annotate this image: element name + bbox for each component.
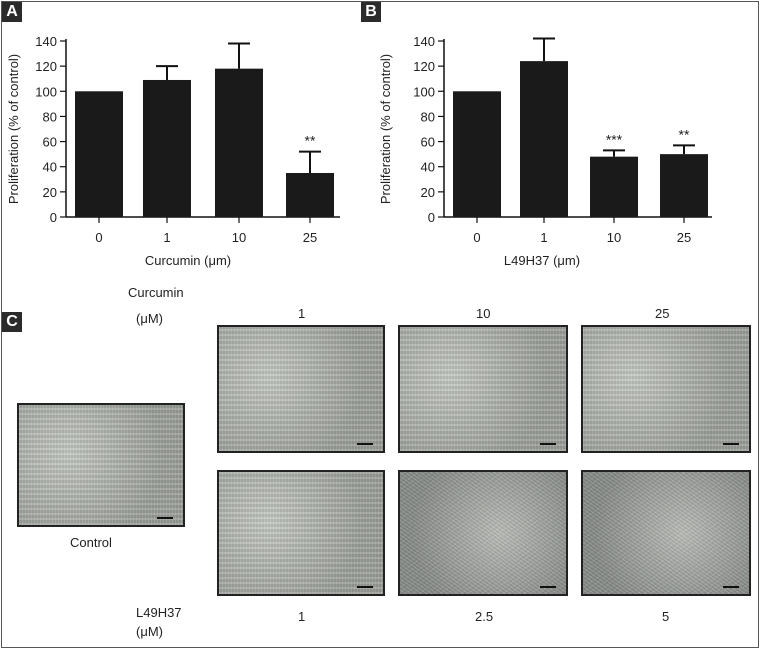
- bar: [453, 91, 501, 217]
- curcumin-25-micrograph: [581, 325, 751, 453]
- bar: [143, 79, 191, 217]
- l49h37-5-micrograph: [581, 470, 751, 596]
- y-tick-label: 60: [421, 135, 435, 150]
- x-axis-label: L49H37 (μm): [504, 253, 580, 268]
- chart-a: 0 20 40 60 80 100 120 140 0 1 10 25 ** Proliferation …: [6, 34, 340, 268]
- y-tick-label: 60: [43, 135, 57, 150]
- curcumin-10-micrograph: [398, 325, 568, 453]
- curcumin-dose-10: 10: [476, 306, 491, 321]
- y-tick-label: 80: [43, 109, 57, 124]
- bar: [520, 61, 568, 217]
- significance-mark: **: [679, 126, 690, 142]
- y-tick-label: 40: [43, 160, 57, 175]
- bar: [660, 154, 708, 217]
- scale-bar: [357, 586, 373, 588]
- x-tick-label: 10: [607, 230, 621, 245]
- y-tick-label: 40: [421, 160, 435, 175]
- bar: [75, 91, 123, 217]
- y-axis-label: Proliferation (% of control): [6, 54, 21, 204]
- curcumin-dose-1: 1: [298, 306, 306, 321]
- scale-bar: [723, 443, 739, 445]
- l49h37-2-5-micrograph: [398, 470, 568, 596]
- l49h37-row-unit: (μM): [136, 624, 163, 639]
- scale-bar: [540, 443, 556, 445]
- panel-c-letter: C: [2, 312, 22, 332]
- l49h37-dose-5: 5: [662, 609, 670, 624]
- scale-bar: [157, 517, 173, 519]
- bar: [286, 173, 334, 217]
- y-tick-label: 0: [50, 210, 57, 225]
- y-tick-label: 140: [413, 34, 435, 49]
- y-axis-label: Proliferation (% of control): [378, 54, 393, 204]
- control-micrograph: [17, 403, 185, 527]
- l49h37-dose-1: 1: [298, 609, 306, 624]
- x-tick-label: 1: [163, 230, 170, 245]
- x-axis-label: Curcumin (μm): [145, 253, 231, 268]
- y-tick-label: 80: [421, 109, 435, 124]
- curcumin-row-label: Curcumin: [128, 285, 184, 300]
- x-tick-label: 1: [540, 230, 547, 245]
- y-tick-label: 100: [413, 84, 435, 99]
- control-label: Control: [70, 535, 112, 550]
- chart-b: 0 20 40 60 80 100 120 140 0 1 10 *** 25 ** Proliferati…: [378, 34, 712, 268]
- significance-mark: ***: [606, 131, 623, 147]
- bar: [590, 156, 638, 217]
- y-tick-label: 140: [35, 34, 57, 49]
- l49h37-1-micrograph: [217, 470, 385, 596]
- y-tick-label: 20: [421, 185, 435, 200]
- curcumin-1-micrograph: [217, 325, 385, 453]
- bar: [215, 68, 263, 218]
- l49h37-row-label: L49H37: [136, 605, 182, 620]
- x-tick-label: 10: [232, 230, 246, 245]
- y-tick-label: 0: [428, 210, 435, 225]
- curcumin-row-unit: (μM): [136, 311, 163, 326]
- y-tick-label: 100: [35, 84, 57, 99]
- panel-b-letter: B: [361, 2, 381, 22]
- x-tick-label: 0: [95, 230, 102, 245]
- x-tick-label: 0: [473, 230, 480, 245]
- x-tick-label: 25: [303, 230, 317, 245]
- scale-bar: [357, 443, 373, 445]
- scale-bar: [723, 586, 739, 588]
- x-tick-label: 25: [677, 230, 691, 245]
- panel-a-letter: A: [2, 2, 22, 22]
- significance-mark: **: [305, 133, 316, 149]
- curcumin-dose-25: 25: [655, 306, 670, 321]
- scale-bar: [540, 586, 556, 588]
- y-tick-label: 120: [413, 59, 435, 74]
- l49h37-dose-2-5: 2.5: [475, 609, 494, 624]
- y-tick-label: 120: [35, 59, 57, 74]
- y-tick-label: 20: [43, 185, 57, 200]
